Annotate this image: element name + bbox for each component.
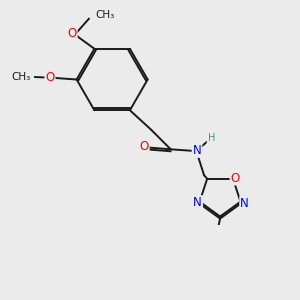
Text: N: N <box>240 197 249 210</box>
Text: N: N <box>193 144 201 157</box>
Text: CH₃: CH₃ <box>95 10 115 20</box>
Text: O: O <box>68 27 76 40</box>
Text: N: N <box>194 196 202 209</box>
Text: O: O <box>45 70 55 83</box>
Text: H: H <box>208 133 215 143</box>
Text: O: O <box>140 140 149 153</box>
Text: O: O <box>230 172 240 184</box>
Text: CH₃: CH₃ <box>11 72 31 82</box>
